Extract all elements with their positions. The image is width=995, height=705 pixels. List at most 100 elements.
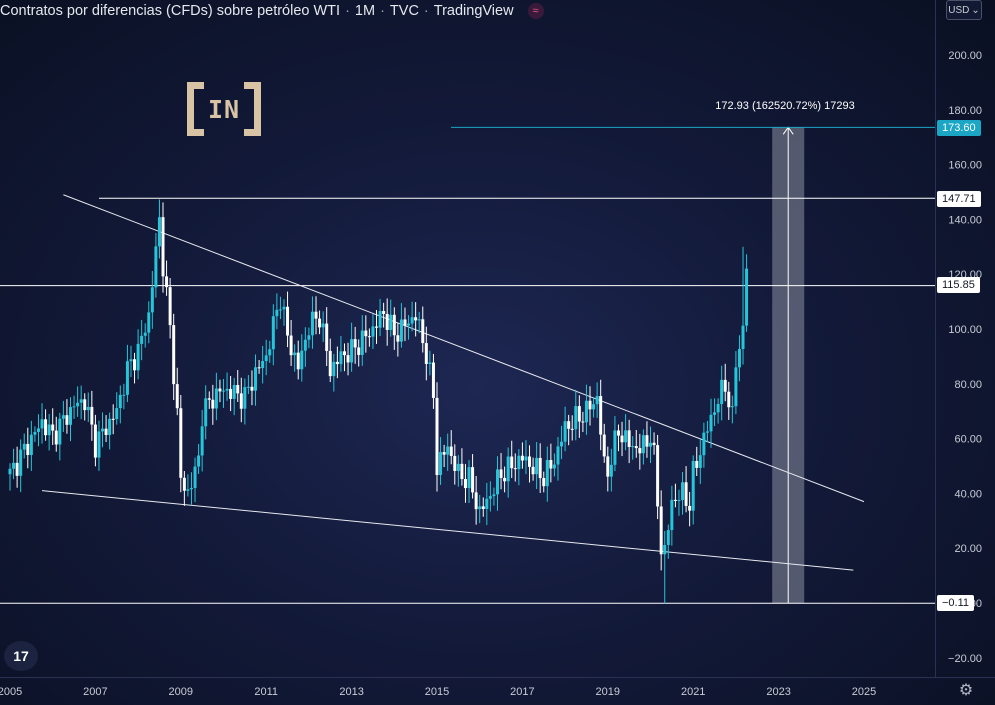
candle-body: [638, 448, 642, 454]
candle-body: [574, 406, 578, 430]
candle-body: [157, 217, 161, 247]
candle-body: [602, 434, 606, 457]
candle-body: [118, 394, 122, 409]
candle-body: [179, 408, 183, 478]
candle-body: [488, 496, 492, 499]
candle-body: [385, 313, 389, 330]
candle-body: [652, 442, 656, 446]
candle-body: [36, 428, 40, 432]
candle-body: [214, 388, 218, 409]
candle-body: [616, 430, 620, 436]
price-label-support-low: −0.11: [937, 595, 975, 611]
candle-body: [634, 446, 638, 449]
candle-body: [332, 361, 336, 377]
candle-body: [528, 456, 532, 467]
candle-body: [58, 418, 62, 445]
candle-body: [734, 367, 738, 407]
candle-body: [310, 311, 314, 336]
candle-body: [371, 326, 375, 337]
candle-body: [79, 399, 83, 403]
candle-body: [65, 415, 69, 425]
candle-body: [12, 462, 16, 469]
candle-body: [282, 306, 286, 310]
candle-body: [428, 362, 432, 364]
x-tick-label: 2011: [254, 686, 278, 698]
candle-body: [435, 397, 439, 476]
candle-body: [460, 463, 464, 480]
candle-body: [321, 323, 325, 328]
candle-body: [314, 311, 318, 319]
candle-body: [446, 446, 450, 455]
candle-body: [86, 406, 90, 411]
x-tick-label: 2017: [510, 686, 534, 698]
candle-body: [392, 314, 396, 336]
candle-body: [463, 479, 467, 489]
candle-body: [61, 415, 65, 419]
x-tick-label: 2025: [852, 686, 876, 698]
candle-body: [307, 335, 311, 340]
tv-logo-text: 17: [13, 648, 29, 664]
candle-body: [382, 311, 386, 314]
candle-body: [189, 487, 193, 490]
candle-body: [684, 482, 688, 506]
candle-body: [182, 477, 186, 491]
candle-body: [567, 421, 571, 429]
candle-body: [51, 424, 55, 431]
chevron-down-icon: ⌄: [971, 4, 980, 16]
interval-label[interactable]: 1M: [354, 3, 376, 19]
candle-body: [720, 379, 724, 405]
candle-body: [236, 385, 240, 394]
x-tick-label: 2013: [339, 686, 363, 698]
candle-body: [90, 406, 94, 425]
currency-selector[interactable]: USD ⌄: [946, 0, 982, 20]
candle-body: [367, 336, 371, 338]
candle-body: [33, 431, 37, 435]
candle-body: [172, 325, 176, 385]
candle-body: [360, 330, 364, 355]
candle-body: [691, 460, 695, 511]
candle-body: [200, 426, 204, 456]
candle-body: [677, 499, 681, 501]
candle-body: [407, 323, 411, 326]
candle-body: [588, 400, 592, 410]
candle-body: [673, 499, 677, 501]
candle-body: [645, 435, 649, 447]
symbol-title[interactable]: Contratos por diferencias (CFDs) sobre p…: [0, 3, 341, 19]
candle-body: [552, 464, 556, 469]
candle-body: [471, 467, 475, 493]
candle-body: [129, 359, 133, 362]
candle-body: [584, 400, 588, 423]
candle-body: [122, 394, 126, 396]
candle-body: [289, 335, 293, 356]
y-tick-label: 80.00: [954, 379, 982, 391]
candle-body: [577, 406, 581, 422]
candle-body: [474, 492, 478, 510]
candle-body: [68, 407, 72, 425]
y-tick-label: −20.00: [948, 653, 982, 665]
candle-body: [698, 455, 702, 468]
candle-body: [150, 287, 154, 313]
y-tick-label: 40.00: [954, 488, 982, 500]
candle-body: [485, 498, 489, 509]
candle-body: [556, 446, 560, 465]
gear-icon[interactable]: ⚙: [958, 682, 974, 699]
x-tick-label: 2007: [83, 686, 107, 698]
candle-body: [111, 418, 115, 420]
candle-body: [620, 435, 624, 443]
candle-body: [143, 332, 147, 336]
candle-body: [592, 404, 596, 410]
candle-body: [204, 398, 208, 427]
candle-body: [741, 325, 745, 349]
candle-body: [239, 393, 243, 409]
candle-body: [44, 419, 48, 436]
tradingview-logo-icon[interactable]: 17: [4, 641, 38, 671]
indicator-icon[interactable]: ≈: [527, 3, 544, 19]
candle-body: [318, 318, 322, 328]
candle-body: [606, 456, 610, 477]
candle-body: [133, 359, 137, 371]
candle-body: [517, 455, 521, 470]
candle-body: [101, 428, 105, 432]
candle-body: [246, 386, 250, 388]
